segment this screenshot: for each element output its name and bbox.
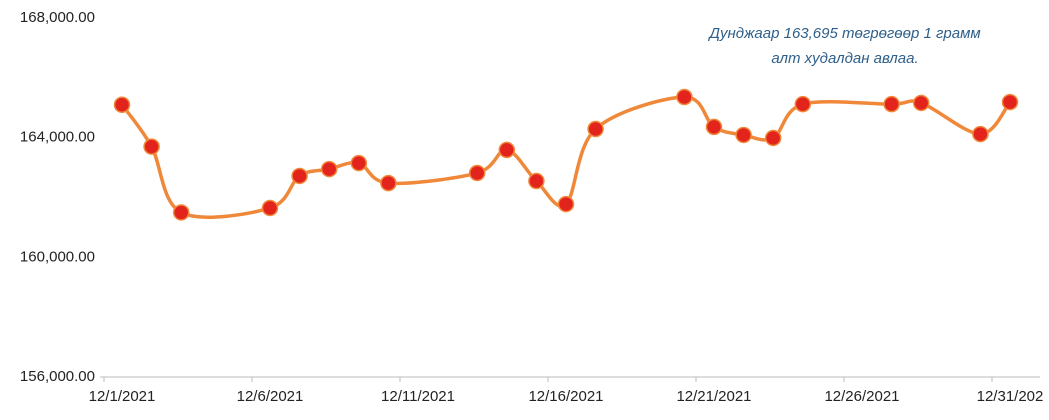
x-tick-label: 12/21/2021 [676,388,751,405]
marker [972,125,989,143]
y-tick-label: 156,000.00 [20,368,95,385]
x-tick-label: 12/6/2021 [237,388,304,405]
marker [676,88,693,106]
annotation: Дунджаар 163,695 төгрөгөөр 1 грамм [707,25,980,42]
marker [705,118,723,136]
x-tick-label: 12/26/2021 [824,388,899,405]
marker [735,126,752,144]
annotation: алт худалдан авлаа. [771,50,918,67]
x-tick-label: 12/31/202 [977,388,1044,405]
x-tick-label: 12/11/2021 [381,388,455,405]
y-tick-label: 160,000.00 [20,248,95,265]
marker [794,95,812,113]
marker [113,96,131,114]
marker [261,199,279,217]
marker [350,154,368,172]
marker [764,129,782,147]
marker [498,141,516,159]
line [120,95,1012,219]
marker [1001,93,1019,111]
x-tick-label: 12/16/2021 [528,388,603,405]
y-tick-label: 164,000.00 [20,129,95,146]
marker [468,164,486,182]
x-tick-label: 12/1/2021 [89,388,156,405]
marker [320,160,338,178]
marker [557,195,575,213]
marker [587,120,604,138]
marker [143,138,160,155]
marker [172,204,190,221]
marker [883,95,900,113]
y-tick-label: 168,000.00 [20,9,95,26]
marker [528,172,545,190]
marker [912,94,930,112]
marker [380,174,397,192]
marker [291,167,308,185]
